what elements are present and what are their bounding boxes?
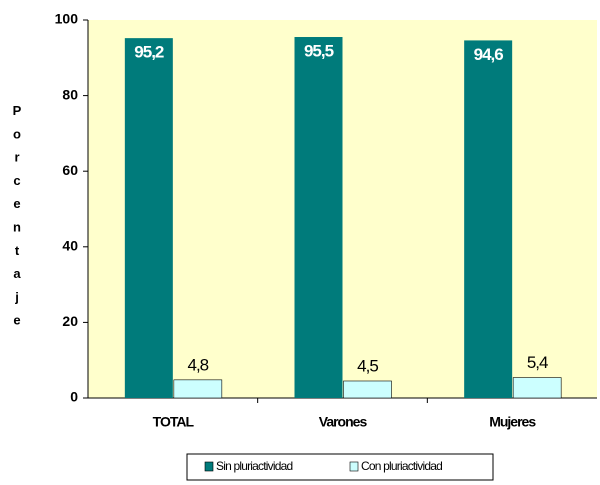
x-tick-label: TOTAL — [153, 414, 195, 430]
bar — [343, 380, 392, 399]
bar — [124, 38, 173, 398]
legend-label: Con pluriactividad — [361, 459, 442, 473]
legend-swatch — [204, 461, 214, 472]
legend — [186, 453, 494, 481]
y-tick-label: 60 — [62, 162, 78, 178]
x-tick-label: Varones — [319, 414, 368, 430]
value-label: 95,2 — [134, 43, 164, 62]
legend-swatch — [349, 461, 359, 472]
value-label: 95,5 — [304, 41, 334, 60]
y-tick-label: 40 — [62, 238, 78, 254]
y-tick-label: 100 — [55, 11, 79, 27]
value-label: 4,5 — [357, 356, 378, 375]
y-tick-label: 80 — [62, 86, 78, 102]
bar — [294, 37, 343, 398]
x-tick-label: Mujeres — [489, 414, 536, 430]
value-label: 94,6 — [474, 45, 504, 64]
y-tick-label: 0 — [70, 389, 78, 405]
bar — [464, 40, 513, 399]
bar — [173, 379, 223, 399]
legend-label: Sin pluriactividad — [216, 459, 292, 473]
bar — [512, 377, 562, 399]
value-label: 5,4 — [527, 353, 548, 372]
value-label: 4,8 — [188, 355, 209, 374]
y-tick-label: 20 — [62, 313, 78, 329]
